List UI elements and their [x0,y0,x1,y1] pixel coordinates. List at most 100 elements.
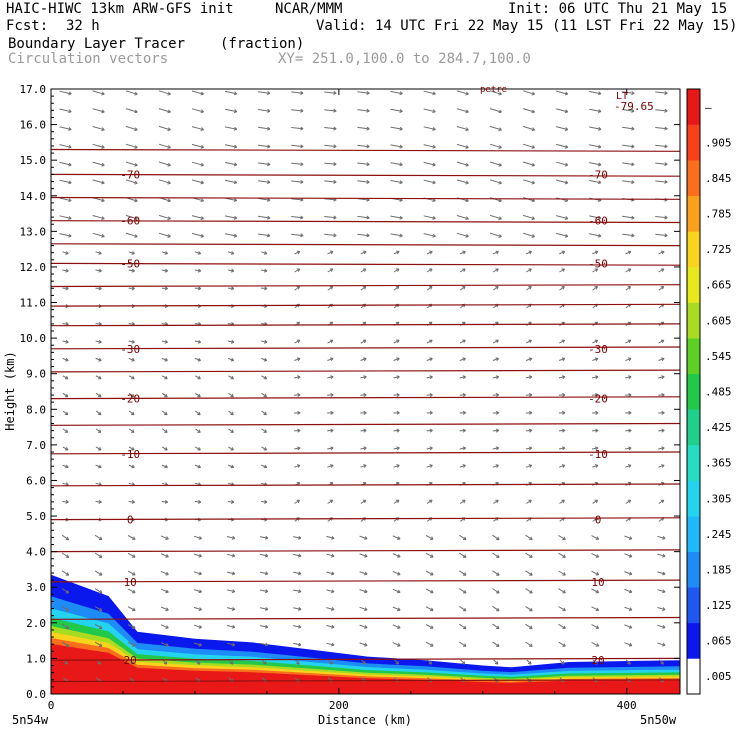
y-tick-label: 15.0 [20,154,47,167]
circulation-vector [459,268,466,273]
circulation-vector [658,410,665,415]
isotherm-line [51,679,680,683]
circulation-vector [622,126,635,131]
circulation-vector [360,499,367,504]
circulation-vector [326,553,335,558]
circulation-vector [426,375,433,380]
circulation-vector [425,606,434,612]
circulation-vector [161,251,168,255]
isotherm-line [51,220,680,224]
circulation-vector [592,286,598,291]
circulation-vector [125,161,138,167]
isotherm-label: -60 [120,215,140,228]
circulation-vector [357,144,370,149]
circulation-vector [226,553,236,558]
circulation-vector [128,251,135,255]
circulation-vector [259,642,269,647]
circulation-vector [556,232,569,238]
circulation-vector [591,624,600,629]
circulation-vector [224,108,238,114]
isotherm-label: 20 [591,654,604,667]
circulation-vector [625,268,632,273]
x-right-endpoint: 5n50w [640,713,677,727]
circulation-vector [492,588,500,594]
circulation-vector [128,357,135,362]
circulation-vector [294,659,300,665]
circulation-vector [556,179,569,185]
circulation-vector [95,446,102,451]
circulation-vector [125,90,138,96]
isotherm-label: 0 [127,514,134,527]
y-tick-label: 11.0 [20,297,47,310]
circulation-vector [191,179,204,185]
circulation-vector [624,535,633,540]
circulation-vector [161,268,169,273]
circulation-vector [125,214,138,221]
circulation-vector [459,393,466,398]
circulation-vector [62,392,69,398]
circulation-vector [591,588,600,594]
circulation-vector [294,250,301,255]
circulation-vector [291,233,304,238]
y-tick-label: 17.0 [20,83,47,96]
circulation-vector [360,286,367,291]
isotherm-line [51,303,680,307]
circulation-vector [95,410,102,416]
isotherm-line [51,396,680,400]
y-tick-label: 7.0 [26,439,46,452]
circulation-vector [94,588,103,594]
circulation-vector [522,125,535,132]
colorbar-label: – [705,101,712,114]
circulation-vector [625,286,632,291]
circulation-vector [94,606,103,612]
circulation-vector [425,552,434,558]
circulation-vector [425,588,434,594]
circulation-vector [360,446,367,451]
circulation-vector [624,624,633,629]
circulation-vector [357,126,370,131]
circulation-vector [191,108,204,114]
circulation-vector [492,623,500,630]
circulation-vector [224,126,238,131]
circulation-vector [459,410,466,415]
circulation-vector [622,215,635,220]
colorbar-swatch [687,302,700,339]
circulation-vector [261,392,267,398]
circulation-vector [59,215,72,220]
circulation-vector [492,268,499,273]
circulation-vector [591,606,600,612]
circulation-vector [294,357,301,362]
circulation-vector [526,659,532,665]
circulation-vector [658,464,665,468]
circulation-vector [161,375,168,380]
colorbar-swatch [687,160,700,197]
circulation-vector [657,589,666,594]
circulation-vector [291,162,304,167]
circulation-vector [327,339,334,344]
circulation-vector [459,339,466,344]
isotherm-line [51,284,680,288]
circulation-vector [327,428,334,433]
circulation-vector [61,534,70,541]
circulation-vector [658,659,664,665]
circulation-vector [426,339,433,344]
circulation-vector [226,589,236,594]
circulation-vector [193,571,202,576]
circulation-vector [522,108,535,114]
circulation-vector [390,162,403,167]
circulation-vector [658,446,665,451]
circulation-vector [556,143,569,149]
circulation-vector [658,339,665,344]
circulation-vector [258,144,271,149]
circulation-vector [459,570,467,576]
circulation-vector [161,339,168,344]
circulation-vector [294,268,301,273]
circulation-vector [592,393,599,398]
circulation-vector [327,446,334,451]
circulation-vector [360,268,367,273]
circulation-vector [522,232,535,238]
circulation-vector [128,392,135,398]
circulation-vector [526,286,532,291]
circulation-vector [62,375,69,380]
circulation-vector [459,623,467,629]
